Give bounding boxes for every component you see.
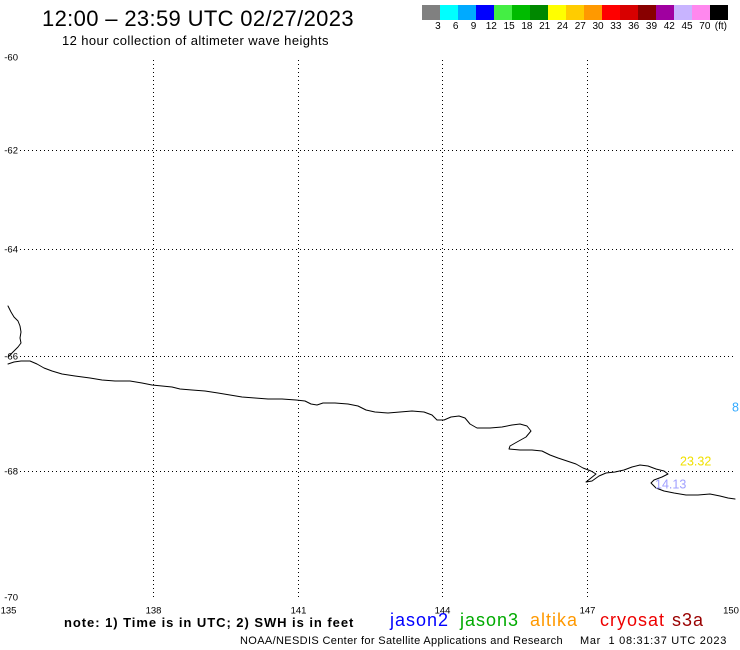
satellite-cryosat-label: cryosat <box>600 610 666 630</box>
lat-tick-label: -68 <box>4 467 18 478</box>
legend-swatch <box>620 5 638 20</box>
legend-swatch <box>656 5 674 20</box>
footer-timestamp: Mar 1 08:31:37 UTC 2023 <box>580 635 728 647</box>
legend-swatch <box>692 5 710 20</box>
legend-label: 27 <box>574 21 586 32</box>
legend-swatch <box>548 5 566 20</box>
legend-swatch <box>440 5 458 20</box>
legend-swatch <box>710 5 728 20</box>
legend-label: 36 <box>628 21 640 32</box>
legend-label: 70 <box>699 21 711 32</box>
lon-tick-label: 138 <box>146 606 162 617</box>
legend-swatch <box>530 5 548 20</box>
lat-tick-label: -62 <box>4 146 18 157</box>
wave-height-label: 8 <box>732 401 739 415</box>
legend-swatch <box>584 5 602 20</box>
lon-tick-label: 150 <box>723 606 739 617</box>
legend-swatch <box>602 5 620 20</box>
footer-credit: NOAA/NESDIS Center for Satellite Applica… <box>240 635 563 647</box>
legend-label: 24 <box>556 21 569 32</box>
lon-tick-label: 135 <box>1 606 17 617</box>
lon-tick-label: 144 <box>435 606 451 617</box>
satellite-jason2-label: jason2 <box>390 610 450 630</box>
wave-height-label: 23.32 <box>680 455 711 469</box>
color-scale-bar <box>422 5 728 20</box>
lon-tick-label: 141 <box>291 606 307 617</box>
legend-swatch <box>458 5 476 20</box>
legend-swatch <box>638 5 656 20</box>
legend-swatch <box>512 5 530 20</box>
page-title: 12:00 – 23:59 UTC 02/27/2023 <box>42 6 354 31</box>
legend-label: 45 <box>681 21 693 32</box>
legend-swatch <box>422 5 440 20</box>
legend-label: 30 <box>592 21 604 32</box>
legend-label: 39 <box>645 21 658 32</box>
legend-label: 9 <box>470 21 477 32</box>
coastline-segment <box>7 360 736 500</box>
color-scale-labels: 3 6 9 12 15 18 21 24 27 30 33 36 39 42 45 70 (ft) <box>429 22 727 32</box>
lat-tick-label: -60 <box>4 53 18 64</box>
lon-tick-label: 147 <box>580 606 596 617</box>
page-subtitle: 12 hour collection of altimeter wave hei… <box>62 33 329 48</box>
legend-label: 42 <box>663 21 675 32</box>
legend-label: 12 <box>485 21 497 32</box>
coastline-segment <box>7 305 22 358</box>
legend-unit-label: (ft) <box>714 21 727 32</box>
antarctic-coastline <box>7 305 736 500</box>
satellite-jason3-label: jason3 <box>460 610 520 630</box>
legend-swatch <box>566 5 584 20</box>
legend-swatch <box>476 5 494 20</box>
graticule <box>20 60 735 597</box>
lat-tick-label: -64 <box>4 245 18 256</box>
legend-label: 33 <box>610 21 622 32</box>
legend-swatch <box>494 5 512 20</box>
lat-tick-label: -70 <box>4 593 18 604</box>
units-note: note: 1) Time is in UTC; 2) SWH is in fe… <box>64 615 355 630</box>
legend-swatch <box>674 5 692 20</box>
legend-label: 21 <box>539 21 551 32</box>
axis-tick-labels: -60 -62 -64 -66 -68 -70 135 138 141 144 147 150 <box>1 53 739 617</box>
lat-tick-label: -66 <box>4 352 18 363</box>
legend-label: 3 <box>435 21 441 32</box>
legend-label: 15 <box>503 21 515 32</box>
legend-label: 18 <box>521 21 533 32</box>
satellite-altika-label: altika <box>530 610 579 630</box>
wave-height-label: 14.13 <box>655 478 686 492</box>
satellite-s3a-label: s3a <box>672 610 705 630</box>
legend-label: 6 <box>452 21 459 32</box>
